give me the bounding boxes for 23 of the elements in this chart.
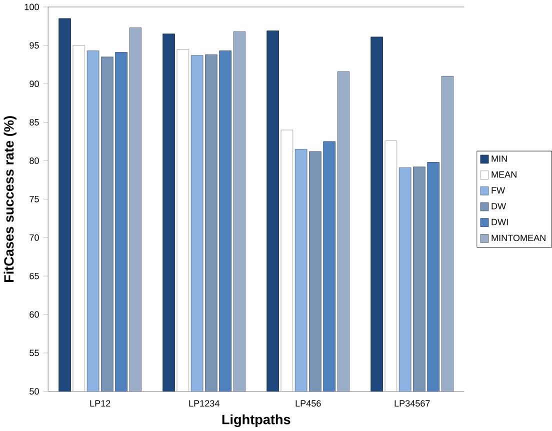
x-tick-label: LP34567 xyxy=(394,400,430,407)
legend-label: DW xyxy=(492,203,506,210)
legend-label: DWI xyxy=(492,218,508,226)
y-tick-label: 55 xyxy=(30,350,39,356)
y-tick-label: 60 xyxy=(30,311,39,318)
y-tick-label: 100 xyxy=(24,4,39,10)
y-tick-label: 65 xyxy=(30,272,39,280)
y-tick-label: 80 xyxy=(30,158,39,164)
y-tick-label: 85 xyxy=(30,119,39,126)
y-tick-label: 70 xyxy=(30,234,39,241)
legend-label: MEAN xyxy=(492,171,516,178)
legend-label: FW xyxy=(492,187,506,194)
y-tick-label: 95 xyxy=(30,42,39,49)
x-tick-label: LP12 xyxy=(90,400,110,407)
y-tick-label: 50 xyxy=(30,388,39,395)
x-tick-label: LP456 xyxy=(296,400,321,407)
x-tick-label: LP1234 xyxy=(189,400,220,407)
y-tick-label: 75 xyxy=(30,196,39,202)
y-tick-label: 90 xyxy=(30,80,39,88)
legend-label: MIN xyxy=(492,156,507,162)
x-axis-title: Lightpaths xyxy=(222,414,290,428)
y-axis-title: FitCases success rate (%) xyxy=(4,116,16,282)
legend-label: MINTOMEAN xyxy=(492,234,546,242)
